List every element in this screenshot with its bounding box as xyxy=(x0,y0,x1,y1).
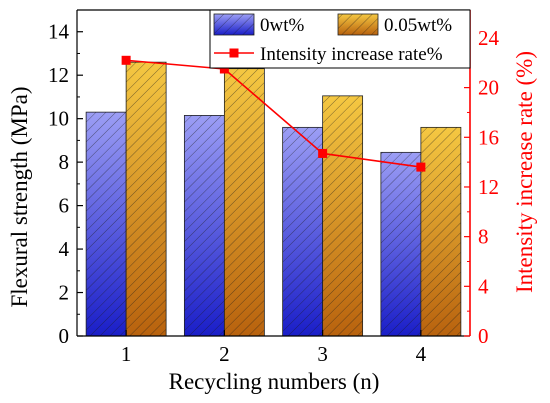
x-tick-label: 3 xyxy=(317,342,328,366)
legend-label-line: Intensity increase rate% xyxy=(260,44,443,65)
x-tick-label: 4 xyxy=(416,342,427,366)
y2-tick-label: 24 xyxy=(478,26,500,50)
legend-swatch-orange-hatch xyxy=(338,14,378,35)
bar-hatch-blue-3 xyxy=(282,127,323,336)
bar-hatch-blue-4 xyxy=(380,152,421,336)
line-series-intensity xyxy=(126,59,421,168)
y2-tick-label: 12 xyxy=(478,175,499,199)
y-tick-label: 4 xyxy=(59,237,70,261)
legend-swatch-blue-hatch xyxy=(214,14,254,35)
y-tick-label: 14 xyxy=(48,20,70,44)
legend-label-orange: 0.05wt% xyxy=(384,15,452,36)
y-tick-label: 2 xyxy=(59,281,70,305)
line-point-2 xyxy=(219,64,229,74)
bar-hatch-orange-1 xyxy=(126,62,167,336)
y-axis-title: Flexural strength (MPa) xyxy=(7,86,32,307)
legend-swatch-line-marker xyxy=(229,48,239,58)
bar-hatch-blue-2 xyxy=(184,115,225,336)
line-point-3 xyxy=(318,148,328,158)
x-axis-title: Recycling numbers (n) xyxy=(169,369,380,394)
bar-hatch-blue-1 xyxy=(86,112,127,336)
y2-tick-label: 16 xyxy=(478,125,499,149)
y-tick-label: 12 xyxy=(48,63,69,87)
y2-tick-label: 0 xyxy=(478,324,489,348)
y-tick-label: 10 xyxy=(48,107,69,131)
y-tick-label: 6 xyxy=(59,194,70,218)
x-tick-label: 2 xyxy=(219,342,230,366)
y-tick-label: 0 xyxy=(59,324,70,348)
bar-hatch-orange-2 xyxy=(224,68,265,337)
bar-hatch-orange-3 xyxy=(322,95,363,336)
line-point-1 xyxy=(121,55,131,65)
line-point-4 xyxy=(416,162,426,172)
y2-axis-title: Intensity increase rate (%) xyxy=(512,51,537,293)
y2-tick-label: 20 xyxy=(478,76,499,100)
y2-tick-label: 8 xyxy=(478,225,489,249)
legend-label-blue: 0wt% xyxy=(260,15,305,36)
x-tick-label: 1 xyxy=(121,342,132,366)
bar-hatch-orange-4 xyxy=(420,127,461,336)
y-tick-label: 8 xyxy=(59,150,70,174)
y2-tick-label: 4 xyxy=(478,274,489,298)
